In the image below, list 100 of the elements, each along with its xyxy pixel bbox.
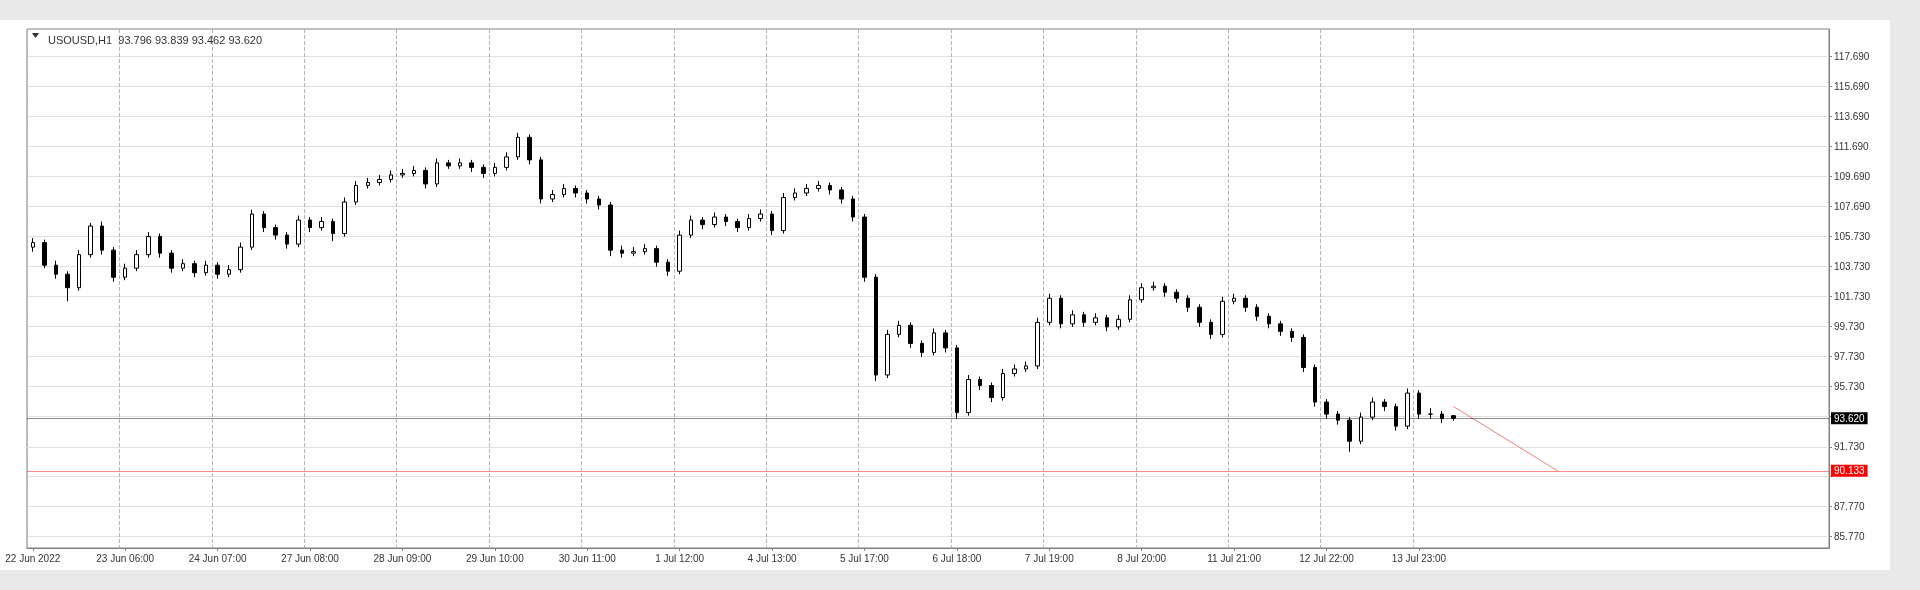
candlestick (169, 249, 174, 274)
candlestick (978, 376, 982, 391)
candlestick (1417, 389, 1421, 420)
candlestick (1267, 312, 1271, 329)
candlestick (793, 187, 797, 201)
candlestick (65, 270, 70, 302)
candlestick (550, 189, 555, 203)
y-tick-label: 99.730 (1834, 320, 1866, 332)
candlestick (712, 212, 717, 229)
candlestick (747, 213, 751, 232)
y-tick-label: 91.730 (1834, 441, 1866, 453)
candlestick (1035, 317, 1040, 370)
candlestick (1105, 314, 1109, 332)
candlestick (989, 382, 994, 403)
candlestick (516, 132, 520, 161)
candlestick (758, 209, 763, 223)
candlestick (1116, 314, 1121, 331)
candlestick (1001, 368, 1005, 402)
candlestick (423, 166, 428, 189)
candlestick (319, 216, 324, 232)
y-tick-label: 87.770 (1834, 500, 1866, 512)
candlestick (493, 162, 497, 177)
candlestick (573, 184, 578, 198)
candlestick (458, 157, 462, 170)
y-tick-label: 117.690 (1834, 50, 1870, 62)
x-tick-label: 7 Jul 19:00 (1024, 552, 1075, 564)
candlestick (770, 210, 774, 236)
candlestick (389, 169, 393, 183)
candlestick (469, 159, 474, 173)
candlestick (1370, 397, 1375, 421)
candlestick (366, 177, 370, 189)
candlestick (158, 233, 162, 259)
candlestick (1139, 282, 1144, 304)
candlestick (1082, 311, 1086, 328)
candlestick (1070, 309, 1075, 328)
x-tick-label: 6 Jul 18:00 (932, 552, 982, 564)
candlestick (1255, 303, 1259, 322)
candlestick (1347, 416, 1352, 453)
candlestick (377, 174, 382, 186)
candlestick (816, 180, 821, 192)
candlestick (308, 216, 312, 233)
ref-line-label: 93.620 (1834, 412, 1866, 424)
candlestick (631, 246, 636, 257)
candlestick (481, 163, 486, 179)
x-tick-label: 1 Jul 12:00 (655, 552, 705, 564)
candlestick (285, 231, 289, 250)
candlestick (1232, 293, 1236, 305)
y-tick-label: 111.690 (1834, 140, 1870, 152)
x-tick-label: 4 Jul 13:00 (747, 552, 797, 564)
candlestick (781, 192, 786, 235)
candlestick (1128, 294, 1132, 323)
ref-line-label: 90.133 (1834, 465, 1866, 477)
candlestick (562, 183, 566, 198)
candlestick (677, 230, 682, 275)
candlestick (1382, 398, 1387, 412)
candlestick (862, 213, 867, 283)
x-tick-label: 30 Jun 11:00 (558, 552, 617, 564)
x-tick-label: 5 Jul 17:00 (840, 552, 890, 564)
candlestick (238, 242, 243, 274)
x-tick-label: 8 Jul 20:00 (1117, 552, 1167, 564)
candlestick (146, 231, 151, 259)
candlestick (1313, 363, 1317, 408)
x-tick-label: 12 Jul 22:00 (1299, 552, 1355, 564)
candlestick (539, 156, 543, 204)
candlestick (446, 159, 451, 170)
candlestick (88, 222, 93, 259)
candlestick (1405, 388, 1410, 430)
candlestick (920, 339, 924, 358)
y-tick-label: 101.730 (1834, 290, 1871, 302)
candlestick (77, 249, 81, 292)
candlestick (1278, 320, 1283, 337)
candlestick (1451, 414, 1456, 422)
candlestick (296, 215, 301, 248)
x-tick-label: 27 Jun 08:00 (281, 552, 340, 564)
candlestick (1151, 281, 1156, 292)
y-tick-label: 97.730 (1834, 351, 1866, 362)
candlestick (885, 329, 890, 379)
candlestick (250, 209, 254, 251)
candlestick (134, 249, 139, 272)
candlestick (1220, 296, 1225, 338)
candlestick (1093, 312, 1098, 326)
candlestick (111, 246, 116, 283)
y-tick-label: 115.690 (1834, 80, 1870, 92)
candlestick (804, 183, 809, 197)
candlestick (724, 213, 728, 227)
candlestick (227, 264, 231, 278)
candlestick (908, 321, 913, 349)
candlestick (955, 344, 959, 420)
x-tick-label: 23 Jun 06:00 (96, 552, 155, 564)
candlestick (342, 196, 347, 238)
y-tick-label: 95.730 (1834, 381, 1866, 393)
candlestick (1059, 294, 1063, 329)
y-tick-label: 109.690 (1834, 171, 1871, 183)
candlestick (1394, 403, 1398, 432)
candlestick (1290, 327, 1294, 343)
candlestick (123, 263, 127, 281)
candlestick (666, 258, 670, 277)
y-tick-label: 107.690 (1834, 201, 1871, 213)
candlestick (412, 165, 416, 177)
x-tick-label: 22 Jun 2022 (5, 552, 61, 564)
